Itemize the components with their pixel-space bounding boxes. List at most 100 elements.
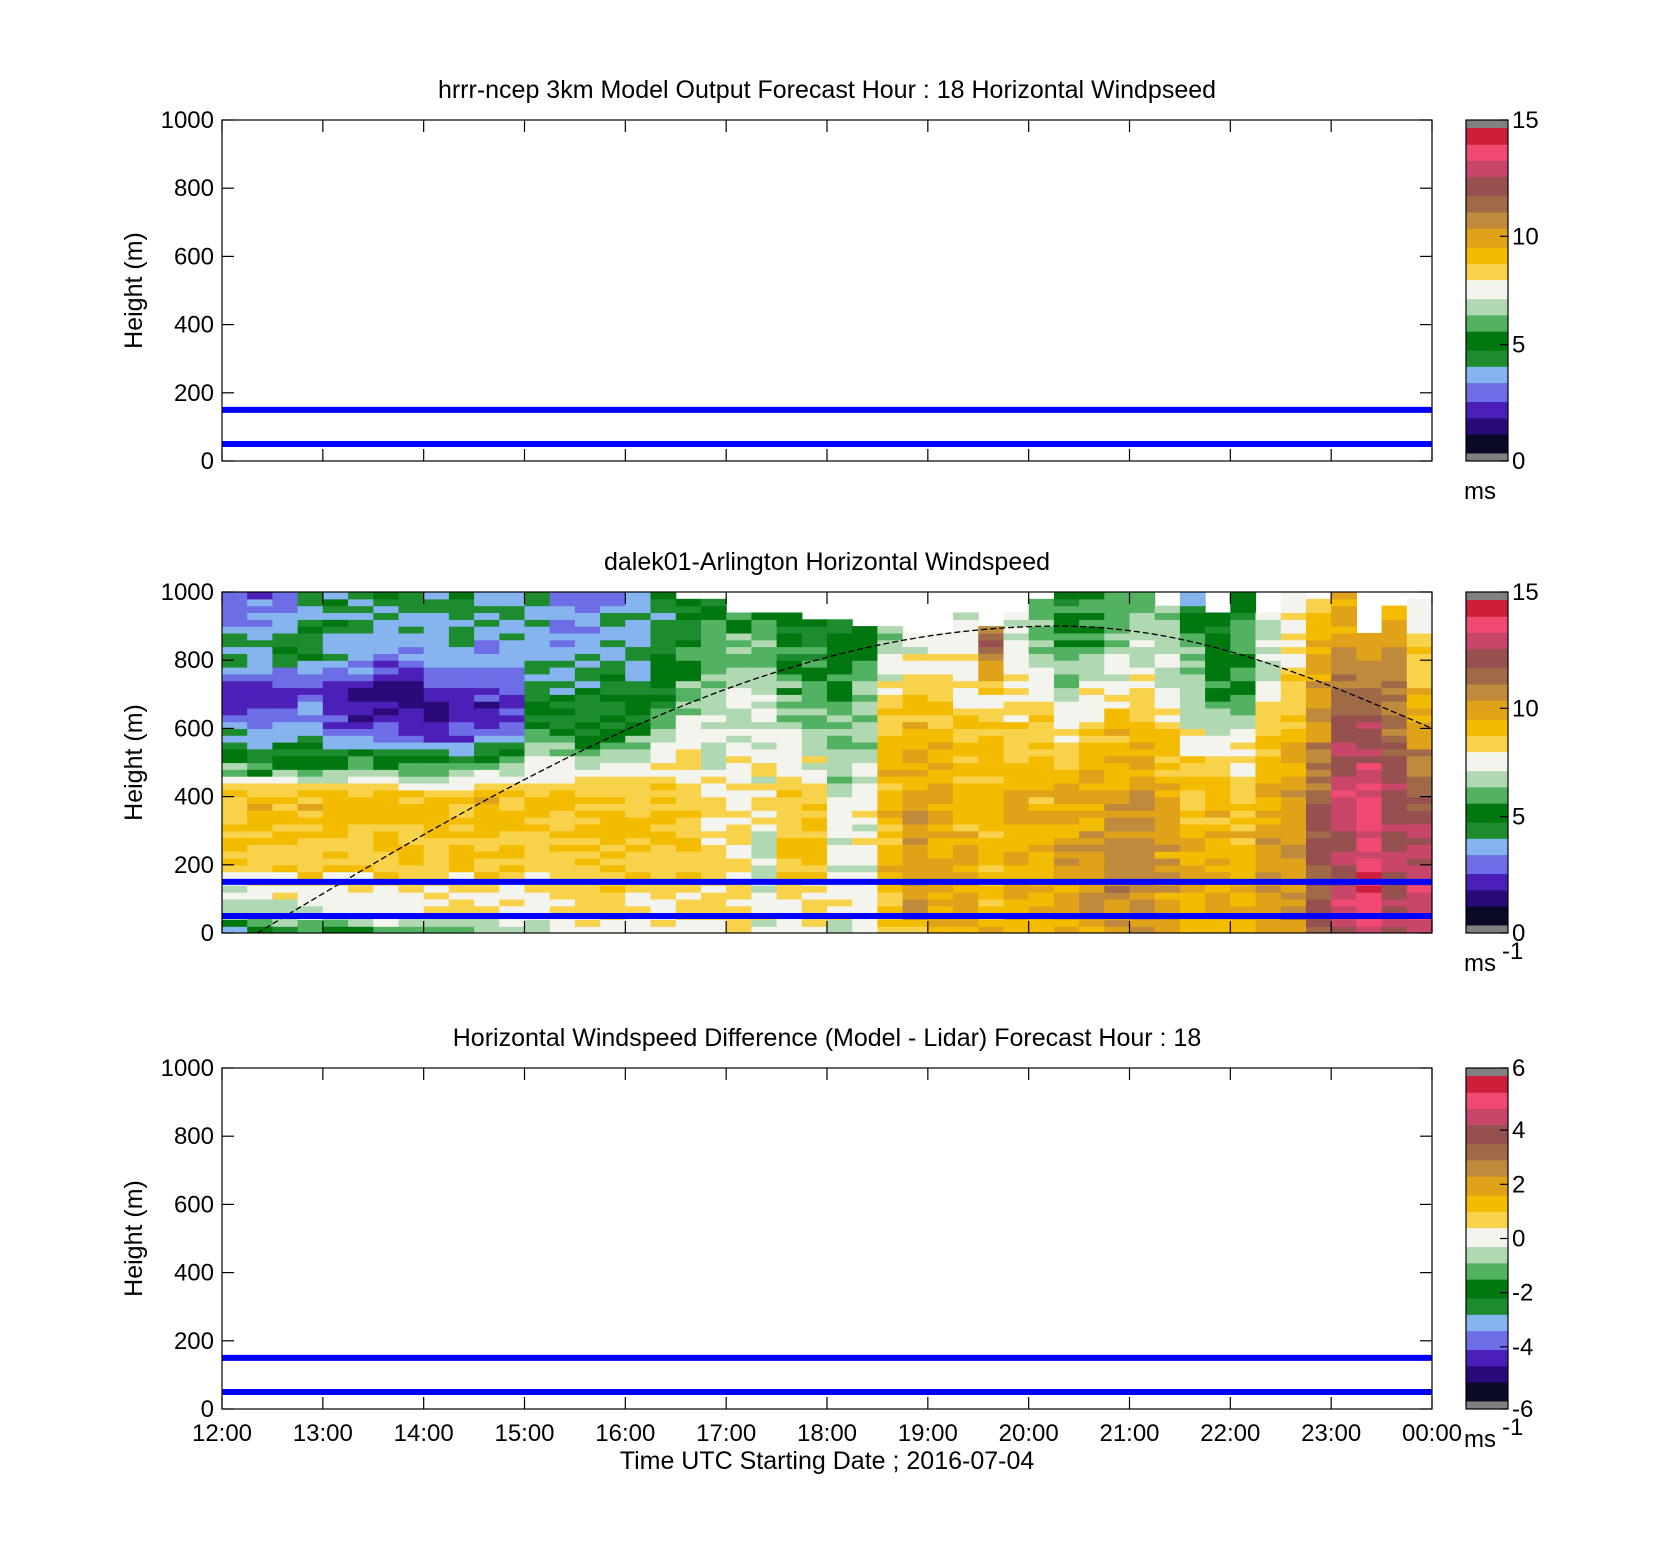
heatmap-cell <box>902 755 929 764</box>
heatmap-cell <box>701 871 727 879</box>
heatmap-cell <box>625 919 652 927</box>
heatmap-cell <box>801 851 828 859</box>
heatmap-cell <box>1205 892 1231 900</box>
heatmap-cell <box>1104 844 1131 852</box>
heatmap-cell <box>1028 721 1055 729</box>
colorbar-cap <box>1466 1401 1508 1409</box>
colorbar-swatch <box>1466 1276 1508 1280</box>
heatmap-cell <box>1255 735 1282 743</box>
heatmap-cell <box>625 898 652 907</box>
heatmap-cell <box>448 803 475 811</box>
colorbar-swatch <box>1466 1273 1508 1277</box>
heatmap-cell <box>423 919 450 927</box>
heatmap-cell <box>1053 721 1080 729</box>
heatmap-cell <box>1053 742 1080 750</box>
heatmap-cell <box>297 823 324 832</box>
heatmap-cell <box>902 837 929 845</box>
heatmap-cell <box>1381 810 1408 818</box>
heatmap-cell <box>1306 810 1332 818</box>
heatmap-cell <box>1406 646 1432 654</box>
colorbar-swatch <box>1466 857 1508 861</box>
heatmap-cell <box>297 632 324 641</box>
heatmap-cell <box>398 830 425 839</box>
heatmap-cell <box>322 844 349 852</box>
colorbar-swatch <box>1466 1325 1508 1329</box>
heatmap-cell <box>600 919 626 927</box>
heatmap-cell <box>474 673 500 682</box>
heatmap-cell <box>852 742 878 750</box>
heatmap-cell <box>1331 742 1357 750</box>
heatmap-cell <box>1104 721 1131 729</box>
heatmap-cell <box>549 735 576 743</box>
heatmap-cell <box>448 851 475 859</box>
heatmap-cell <box>1255 762 1282 770</box>
heatmap-cell <box>902 762 929 770</box>
heatmap-cell <box>650 885 677 893</box>
heatmap-cell <box>524 660 551 668</box>
heatmap-cell <box>801 755 828 764</box>
heatmap-cell <box>574 612 601 620</box>
heatmap-cell <box>1331 646 1357 654</box>
heatmap-cell <box>1154 885 1181 893</box>
heatmap-cell <box>222 871 248 879</box>
heatmap-cell <box>297 783 324 791</box>
heatmap-cell <box>776 817 803 825</box>
heatmap-cell <box>675 810 702 818</box>
colorbar-swatch <box>1466 754 1508 758</box>
heatmap-cell <box>1129 701 1156 709</box>
heatmap-cell <box>423 858 450 866</box>
colorbar-swatch <box>1466 1227 1508 1231</box>
heatmap-cell <box>1205 776 1231 784</box>
heatmap-cell <box>600 762 626 770</box>
heatmap-cell <box>373 892 400 900</box>
heatmap-cell <box>978 626 1005 634</box>
colorbar-swatch <box>1466 1249 1508 1253</box>
heatmap-cell <box>524 783 551 791</box>
heatmap-cell <box>877 885 904 893</box>
heatmap-cell <box>1104 653 1131 661</box>
heatmap-cell <box>1079 687 1105 695</box>
heatmap-cell <box>448 735 475 743</box>
heatmap-cell <box>1154 694 1181 702</box>
heatmap-cell <box>373 646 400 654</box>
heatmap-cell <box>902 735 929 743</box>
heatmap-cell <box>373 789 400 798</box>
heatmap-cell <box>953 632 979 641</box>
heatmap-cell <box>675 871 702 879</box>
heatmap-cell <box>524 714 551 723</box>
heatmap-cell <box>247 721 273 729</box>
colorbar-swatch <box>1466 214 1508 218</box>
heatmap-cell <box>1205 694 1231 702</box>
heatmap-cell <box>1356 776 1383 784</box>
heatmap-cell <box>1280 707 1307 716</box>
heatmap-cell <box>650 701 677 709</box>
heatmap-cell <box>675 898 702 907</box>
heatmap-cell <box>801 892 828 900</box>
heatmap-cell <box>978 728 1005 736</box>
heatmap-cell <box>549 667 576 675</box>
heatmap-cell <box>474 796 500 804</box>
heatmap-cell <box>600 858 626 866</box>
heatmap-cell <box>448 830 475 839</box>
heatmap-cell <box>827 762 853 770</box>
heatmap-cell <box>1079 714 1105 723</box>
heatmap-cell <box>1205 680 1231 689</box>
heatmap-cell <box>675 714 702 723</box>
heatmap-cell <box>549 762 576 770</box>
heatmap-cell <box>625 612 652 620</box>
heatmap-cell <box>701 707 727 716</box>
heatmap-cell <box>852 728 878 736</box>
heatmap-cell <box>448 871 475 879</box>
heatmap-cell <box>953 926 979 933</box>
heatmap-cell <box>1356 864 1383 873</box>
colorbar-swatch <box>1466 306 1508 310</box>
heatmap-cell <box>272 612 299 620</box>
heatmap-cell <box>1104 858 1131 866</box>
heatmap-cell <box>751 783 778 791</box>
heatmap-cell <box>701 837 727 845</box>
heatmap-cell <box>726 714 752 723</box>
heatmap-cell <box>953 612 979 620</box>
heatmap-cell <box>1381 905 1408 914</box>
colorbar-swatch <box>1466 841 1508 845</box>
heatmap-cell <box>726 898 752 907</box>
